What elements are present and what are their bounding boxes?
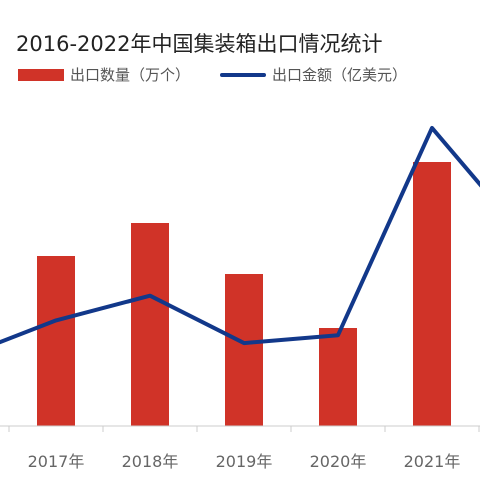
legend-item-quantity: 出口数量（万个） xyxy=(18,64,190,85)
bar-2017年 xyxy=(37,256,75,426)
bar-2018年 xyxy=(131,223,169,426)
legend-item-amount: 出口金额（亿美元） xyxy=(220,64,407,85)
x-tick-label-2018年: 2018年 xyxy=(122,452,179,471)
bar-2019年 xyxy=(225,274,263,426)
bars-layer xyxy=(37,162,451,426)
x-axis: 2017年 2018年 2019年 2020年 2021年 xyxy=(0,425,480,471)
x-tick-label-2019年: 2019年 xyxy=(216,452,273,471)
legend: 出口数量（万个） 出口金额（亿美元） xyxy=(18,64,437,85)
legend-swatch-amount xyxy=(220,72,267,77)
bar-2021年 xyxy=(413,162,451,426)
x-tick-label-2021年: 2021年 xyxy=(404,452,461,471)
x-tick-label-2020年: 2020年 xyxy=(310,452,367,471)
chart-title: 2016-2022年中国集装箱出口情况统计 xyxy=(16,32,383,56)
bar-2020年 xyxy=(319,328,357,426)
line-layer xyxy=(0,125,480,346)
x-tick-label-2017年: 2017年 xyxy=(28,452,85,471)
legend-label-amount: 出口金额（亿美元） xyxy=(272,66,408,84)
legend-label-quantity: 出口数量（万个） xyxy=(70,66,191,84)
legend-swatch-quantity xyxy=(18,68,64,81)
